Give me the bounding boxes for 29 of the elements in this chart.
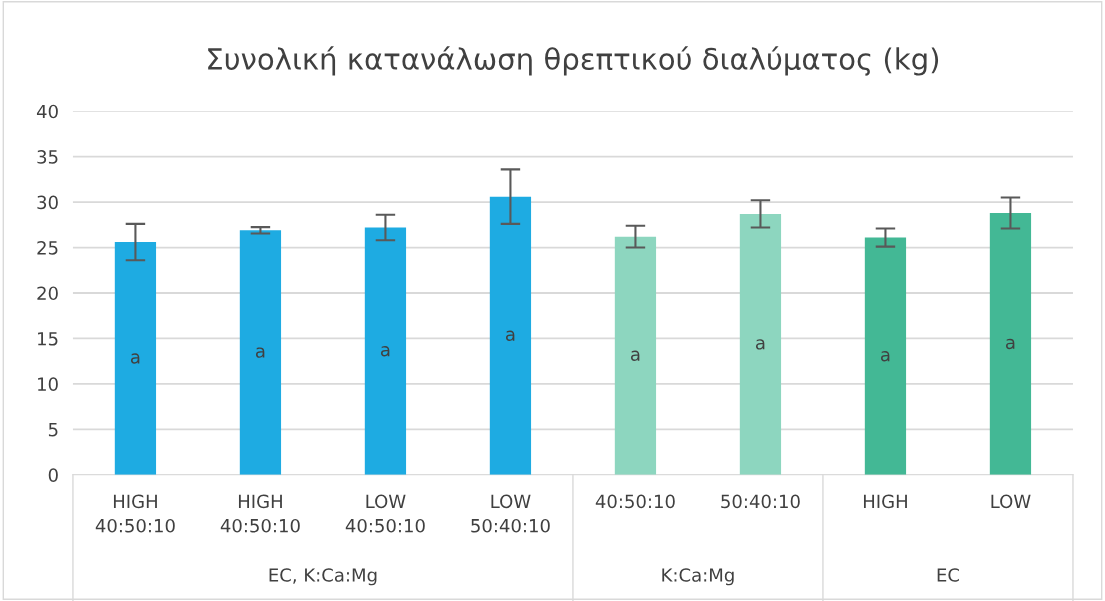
x-tick-label: HIGH: [863, 494, 907, 509]
x-tick-label: LOW 50:40:10: [471, 494, 550, 533]
y-tick-label: 20: [37, 286, 58, 301]
text: EC: [937, 568, 959, 582]
data-label: a: [380, 346, 390, 357]
x-tick-label: HIGH 40:50:10: [220, 494, 300, 533]
y-tick-label: 15: [38, 332, 58, 346]
data-label: a: [631, 350, 640, 361]
x-tick-label: LOW: [991, 494, 1031, 509]
x-tick-label: HIGH 40:50:10: [95, 494, 175, 533]
x-tick-label: LOW 40:50:10: [345, 494, 425, 533]
data-label: a: [881, 351, 890, 362]
text: EC, K:Ca:Mg: [269, 568, 377, 586]
y-tick-label: 5: [48, 423, 58, 437]
chart-title: Συνολική κατανάλωση θρεπτικού διαλύματος (kg): [208, 46, 939, 76]
x-tick-label: 40:50:10: [595, 494, 675, 509]
y-tick-label: 10: [38, 377, 58, 392]
y-tick-label: 35: [37, 150, 58, 164]
x-tick-label: 50:40:10: [721, 494, 800, 509]
y-tick-label: 0: [48, 468, 58, 482]
data-label: a: [1006, 338, 1015, 350]
text: K:Ca:Mg: [662, 568, 734, 586]
data-label: a: [505, 330, 515, 341]
y-tick-label: 40: [36, 104, 58, 119]
y-tick-label: 25: [37, 241, 58, 255]
y-tick-label: 30: [37, 195, 58, 210]
data-label: a: [255, 347, 265, 358]
data-label: a: [756, 339, 765, 350]
data-label: a: [130, 353, 140, 364]
